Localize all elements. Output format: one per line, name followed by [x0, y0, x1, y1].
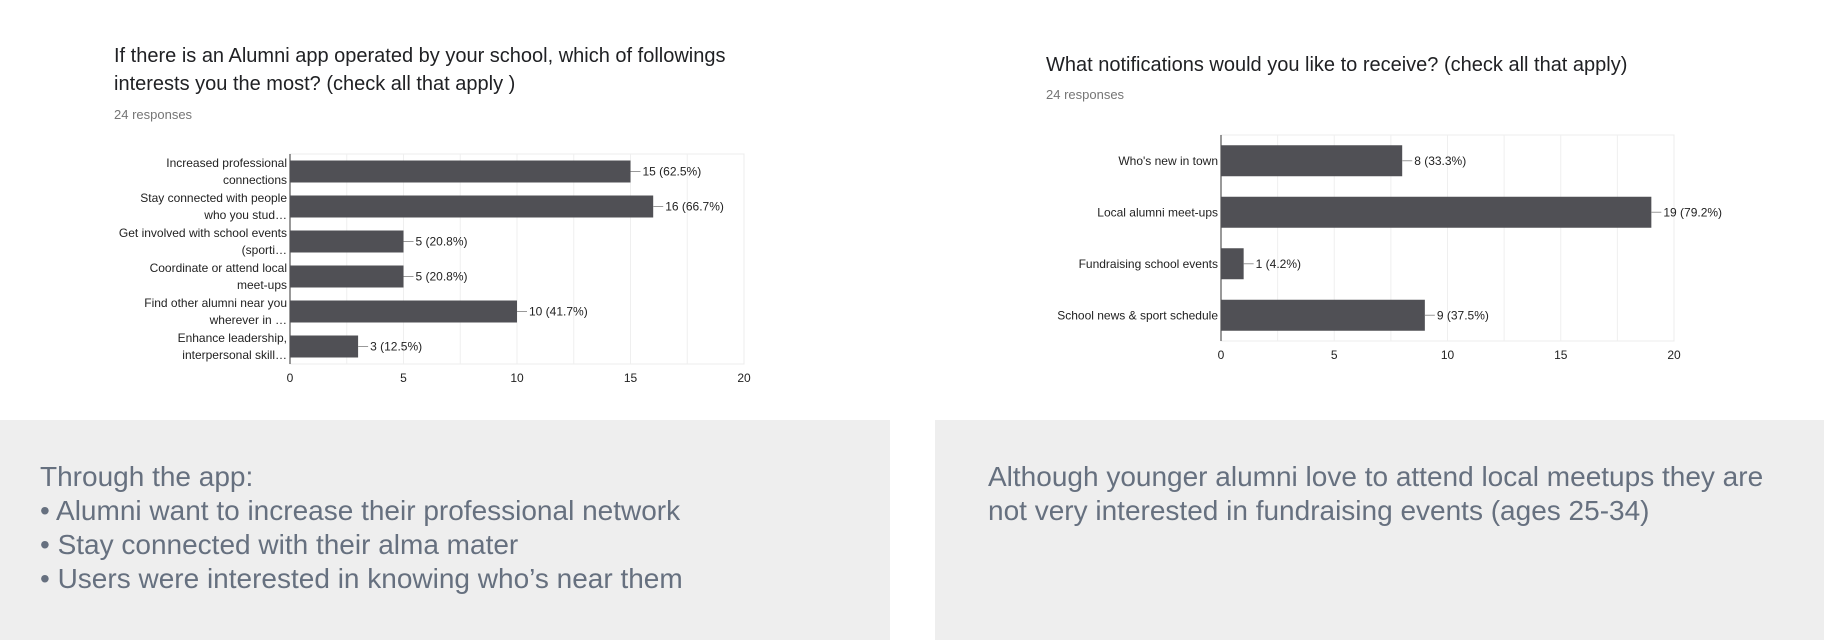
insight-line: • Stay connected with their alma mater — [40, 529, 519, 560]
insight-line: • Alumni want to increase their professi… — [40, 495, 681, 526]
category-label: Find other alumni near you wherever in … — [144, 296, 287, 327]
data-label: 8 (33.3%) — [1414, 154, 1466, 168]
category-label-line: Stay connected with people — [140, 191, 287, 205]
x-tick-label: 5 — [1331, 348, 1338, 362]
data-label: 15 (62.5%) — [643, 165, 702, 179]
x-tick-label: 20 — [737, 371, 751, 385]
category-label-line: Enhance leadership, — [178, 331, 287, 345]
x-tick-label: 5 — [400, 371, 407, 385]
bar — [290, 230, 404, 253]
category-label-line: (sporti… — [242, 243, 287, 257]
bar — [290, 160, 631, 183]
category-label-line: Who's new in town — [1118, 154, 1218, 168]
data-label: 16 (66.7%) — [665, 200, 724, 214]
category-label-line: meet-ups — [237, 278, 287, 292]
category-label-line: Find other alumni near you — [144, 296, 287, 310]
chart-title: If there is an Alumni app operated by yo… — [114, 45, 726, 95]
category-label-line: Fundraising school events — [1079, 257, 1218, 271]
insight-line: not very interested in fundraising event… — [988, 495, 1650, 526]
category-label: Increased professional connections — [166, 156, 287, 187]
category-label-line: who you stud… — [203, 208, 287, 222]
category-label-line: interpersonal skill… — [182, 348, 287, 362]
response-count: 24 responses — [114, 107, 193, 122]
insight-text: Through the app: • Alumni want to increa… — [40, 460, 683, 596]
category-label-line: Increased professional — [166, 156, 287, 170]
bar — [290, 300, 517, 323]
insight-box-left: Through the app: • Alumni want to increa… — [0, 420, 890, 640]
bar — [290, 195, 654, 218]
chart-panel-interests: If there is an Alumni app operated by yo… — [0, 0, 890, 420]
insight-text: Although younger alumni love to attend l… — [988, 460, 1763, 528]
bar — [1221, 145, 1403, 177]
category-label-line: Local alumni meet-ups — [1097, 205, 1218, 219]
notifications-bar-chart: 0 5 10 15 20 8 (33.3%) Who's new in town 19 (79… — [1057, 134, 1722, 362]
x-tick-label: 15 — [624, 371, 638, 385]
bar — [290, 265, 404, 288]
data-label: 5 (20.8%) — [416, 270, 468, 284]
x-tick-label: 10 — [1441, 348, 1455, 362]
response-count: 24 responses — [1046, 87, 1125, 102]
data-label: 10 (41.7%) — [529, 305, 588, 319]
data-label: 9 (37.5%) — [1437, 308, 1489, 322]
category-label: Who's new in town — [1118, 154, 1218, 168]
data-label: 3 (12.5%) — [370, 340, 422, 354]
category-label-line: connections — [223, 173, 287, 187]
interests-bar-chart: 0 5 10 15 20 15 (62.5%) Increased professional… — [119, 153, 751, 385]
bar — [1221, 248, 1244, 280]
x-tick-label: 20 — [1667, 348, 1681, 362]
insight-line: • Users were interested in knowing who’s… — [40, 563, 683, 594]
category-label-line: Get involved with school events — [119, 226, 287, 240]
x-tick-label: 10 — [510, 371, 524, 385]
insight-line: Through the app: — [40, 461, 254, 492]
bar — [1221, 299, 1425, 331]
category-label: Local alumni meet-ups — [1097, 205, 1218, 219]
bar — [1221, 196, 1652, 228]
x-tick-label: 0 — [1218, 348, 1225, 362]
category-label: Get involved with school events (sporti… — [119, 226, 287, 257]
chart-title: What notifications would you like to rec… — [1046, 54, 1628, 76]
data-label: 1 (4.2%) — [1256, 257, 1301, 271]
category-label: Enhance leadership, interpersonal skill… — [178, 331, 287, 362]
category-label: Stay connected with people who you stud… — [140, 191, 287, 222]
x-tick-label: 0 — [287, 371, 294, 385]
category-label-line: School news & sport schedule — [1057, 308, 1218, 322]
bar — [290, 335, 359, 358]
data-label: 5 (20.8%) — [416, 235, 468, 249]
category-label: Fundraising school events — [1079, 257, 1218, 271]
insight-line: Although younger alumni love to attend l… — [988, 461, 1764, 492]
insight-box-right: Although younger alumni love to attend l… — [935, 420, 1824, 640]
category-label-line: Coordinate or attend local — [150, 261, 287, 275]
data-label: 19 (79.2%) — [1663, 205, 1722, 219]
category-label: School news & sport schedule — [1057, 308, 1218, 322]
category-label: Coordinate or attend local meet-ups — [150, 261, 287, 292]
category-label-line: wherever in … — [209, 313, 287, 327]
x-tick-label: 15 — [1554, 348, 1568, 362]
chart-panel-notifications: What notifications would you like to rec… — [935, 0, 1824, 420]
